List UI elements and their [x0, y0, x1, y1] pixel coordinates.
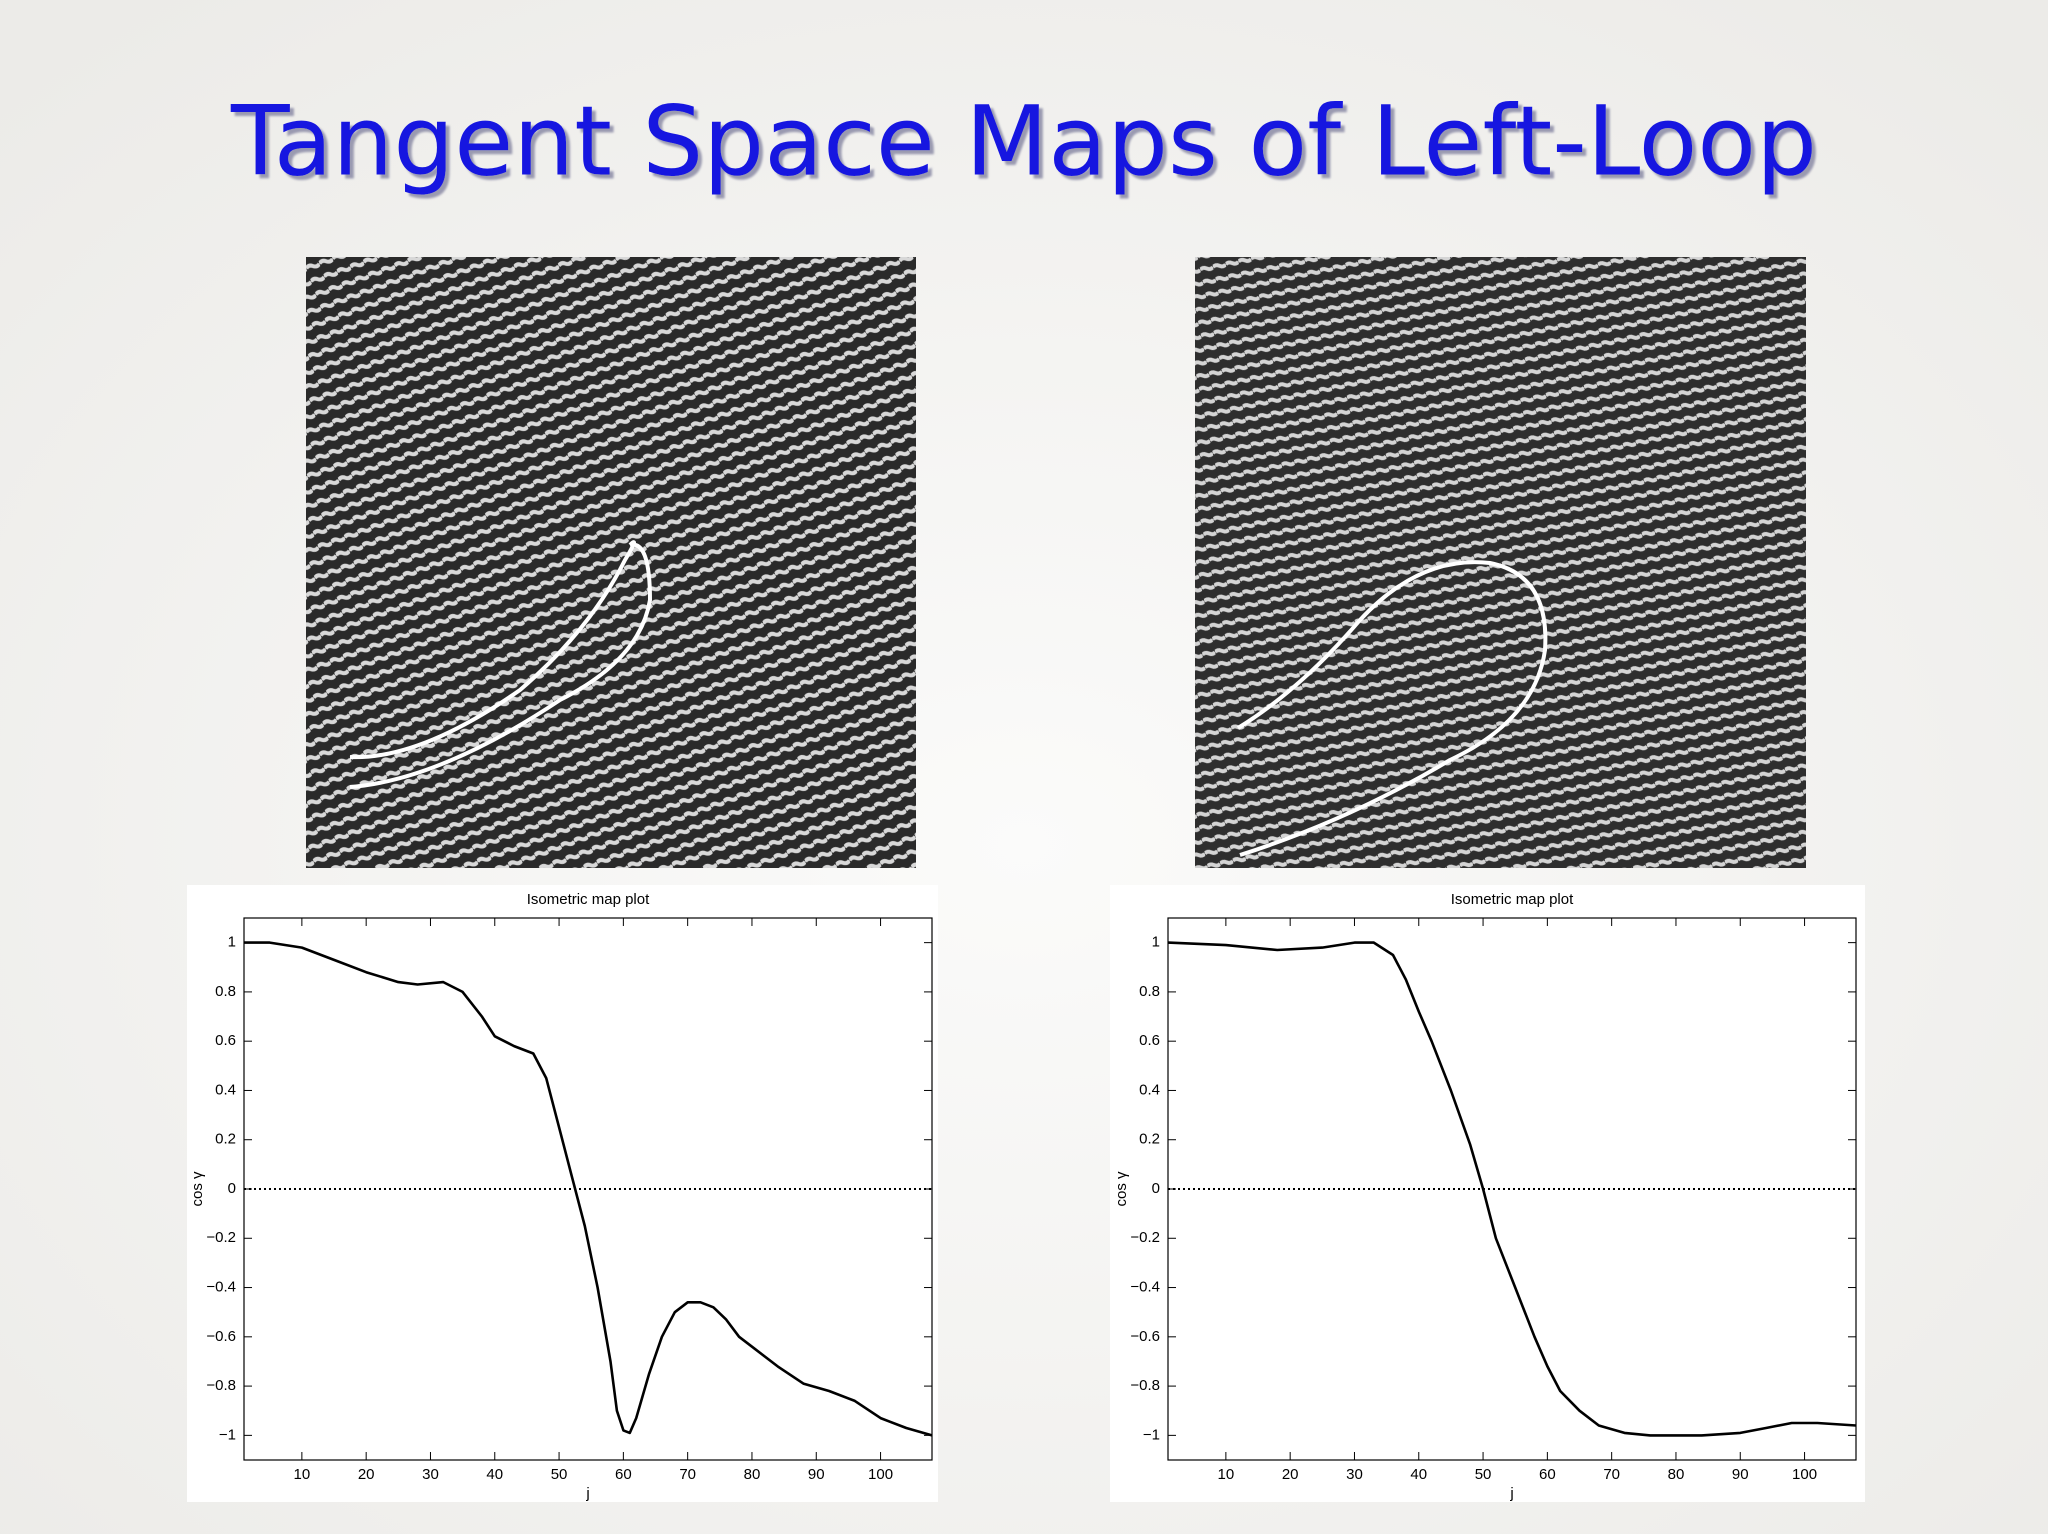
- fingerprint-left: [306, 257, 916, 868]
- x-tick-label: 100: [868, 1466, 893, 1483]
- y-tick-label: 0.6: [1139, 1032, 1160, 1049]
- y-tick-label: 0.4: [1139, 1081, 1160, 1098]
- y-tick-label: 0.2: [215, 1131, 236, 1148]
- plot-area: [1167, 917, 1857, 1461]
- y-tick-label: −0.2: [1130, 1229, 1160, 1246]
- x-tick-label: 30: [422, 1466, 439, 1483]
- data-line: [244, 941, 933, 1437]
- x-tick-label: 20: [358, 1466, 375, 1483]
- y-tick-label: 0.4: [215, 1081, 236, 1098]
- x-tick-label: 20: [1282, 1466, 1299, 1483]
- y-tick-label: −0.6: [1130, 1328, 1160, 1345]
- x-tick-label: 40: [1410, 1466, 1427, 1483]
- slide-title: Tangent Space Maps of Left-Loop: [230, 85, 1817, 197]
- x-tick-label: 80: [1668, 1466, 1685, 1483]
- x-tick-label: 50: [551, 1466, 568, 1483]
- x-tick-label: 10: [1218, 1466, 1235, 1483]
- y-tick-label: 1: [1152, 934, 1160, 951]
- y-tick-label: 1: [228, 934, 236, 951]
- x-tick-label: 50: [1475, 1466, 1492, 1483]
- x-tick-label: 30: [1346, 1466, 1363, 1483]
- y-tick-label: −1: [1143, 1426, 1160, 1443]
- x-tick-label: 60: [1539, 1466, 1556, 1483]
- y-tick-label: 0.6: [215, 1032, 236, 1049]
- y-tick-label: −0.8: [206, 1377, 236, 1394]
- x-tick-label: 70: [679, 1466, 696, 1483]
- chart-title: Isometric map plot: [1451, 891, 1574, 908]
- x-tick-label: 100: [1792, 1466, 1817, 1483]
- y-tick-label: −0.4: [206, 1279, 236, 1296]
- y-tick-label: 0: [1152, 1180, 1160, 1197]
- x-tick-label: 80: [744, 1466, 761, 1483]
- y-tick-label: −0.8: [1130, 1377, 1160, 1394]
- y-axis-label: cos γ: [189, 1171, 206, 1207]
- y-tick-label: −0.4: [1130, 1279, 1160, 1296]
- y-tick-label: 0.2: [1139, 1131, 1160, 1148]
- x-tick-label: 40: [486, 1466, 503, 1483]
- x-tick-label: 10: [294, 1466, 311, 1483]
- chart-title: Isometric map plot: [527, 891, 650, 908]
- x-tick-label: 70: [1603, 1466, 1620, 1483]
- y-tick-label: 0.8: [215, 983, 236, 1000]
- x-tick-label: 90: [1732, 1466, 1749, 1483]
- data-line: [1167, 941, 1857, 1437]
- y-tick-label: −0.2: [206, 1229, 236, 1246]
- x-tick-label: 90: [808, 1466, 825, 1483]
- plot-area: [243, 917, 933, 1461]
- y-tick-label: 0: [228, 1180, 236, 1197]
- x-axis-label: j: [585, 1485, 589, 1502]
- fingerprint-right: [1195, 257, 1806, 868]
- y-tick-label: 0.8: [1139, 983, 1160, 1000]
- x-axis-label: j: [1509, 1485, 1513, 1502]
- y-tick-label: −1: [219, 1426, 236, 1443]
- y-axis-label: cos γ: [1113, 1171, 1130, 1207]
- y-tick-label: −0.6: [206, 1328, 236, 1345]
- x-tick-label: 60: [615, 1466, 632, 1483]
